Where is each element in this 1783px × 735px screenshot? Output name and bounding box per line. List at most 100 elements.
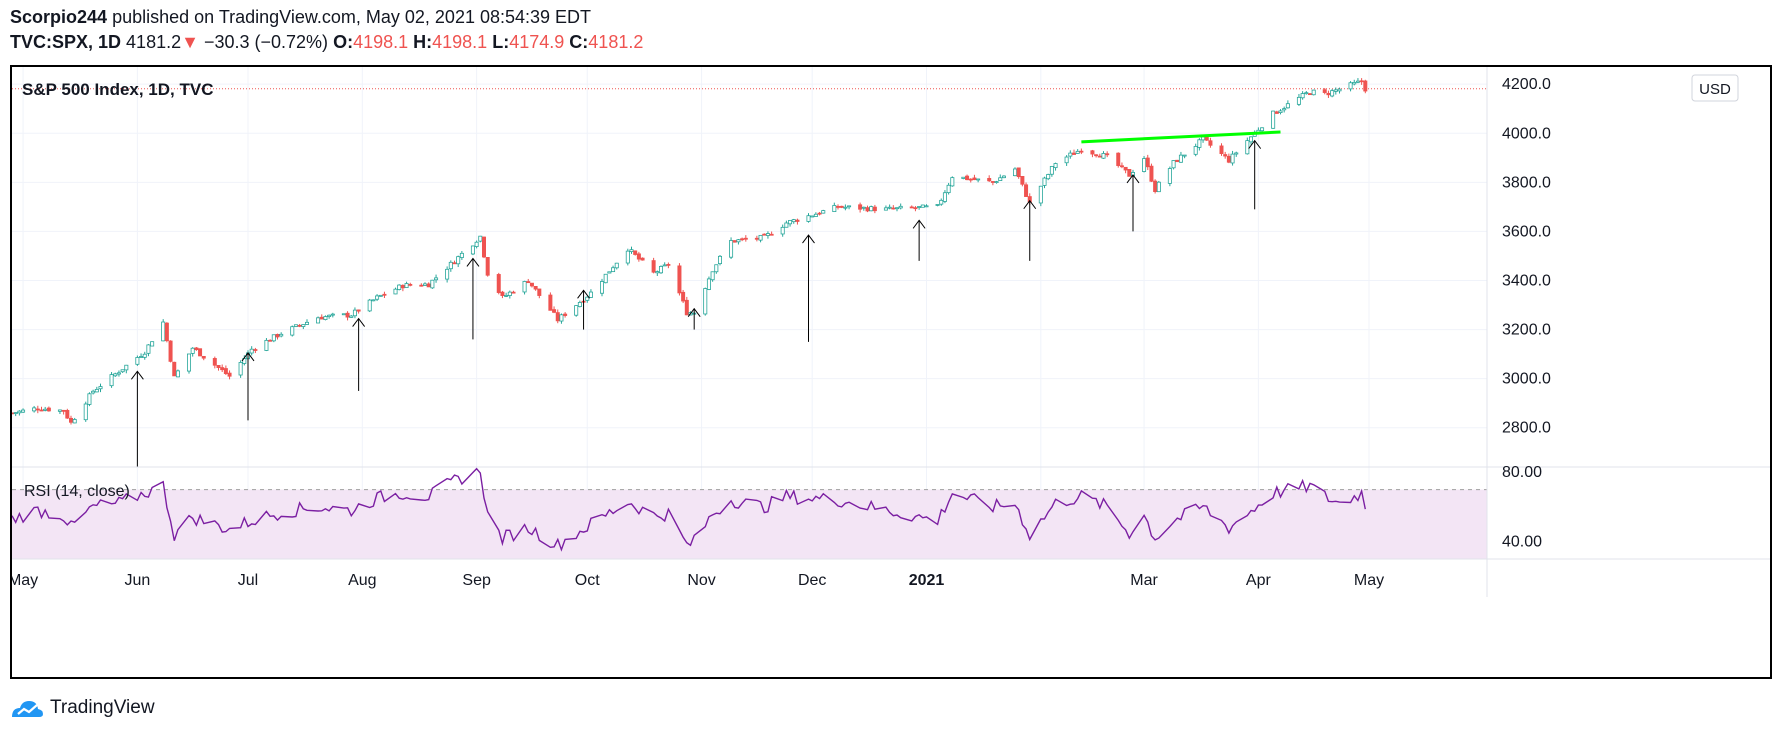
candle-body: [762, 233, 767, 236]
author-name[interactable]: Scorpio244: [10, 7, 108, 27]
candle-body: [1064, 156, 1069, 164]
candle-body: [1046, 174, 1051, 180]
green-trendline: [1081, 130, 1281, 144]
candle-body: [352, 309, 357, 317]
candle-body: [426, 283, 431, 288]
close-label: C:: [569, 32, 589, 52]
candle-body: [961, 176, 966, 179]
candle-body: [46, 407, 51, 412]
candle-body: [319, 316, 324, 320]
grid-lines: [12, 67, 1487, 559]
candle-body: [758, 234, 763, 241]
candle-body: [504, 295, 509, 297]
candle-body: [588, 291, 593, 298]
chart-svg[interactable]: May Jun Jul Aug Sep Oct Nov Dec 2021 Mar Apr May 280…: [12, 67, 1770, 677]
arrow-head: [1248, 139, 1262, 149]
x-tick-label: 2021: [909, 572, 945, 589]
candle-body: [408, 283, 413, 286]
candle-body: [946, 184, 951, 194]
candle-body: [271, 334, 276, 342]
candle-body: [1337, 88, 1342, 92]
axes: May Jun Jul Aug Sep Oct Nov Dec 2021 Mar Apr May 280…: [12, 67, 1770, 597]
candle-body: [201, 355, 206, 359]
candle-body: [327, 314, 332, 317]
candle-body: [1042, 177, 1047, 186]
candle-body: [887, 206, 892, 209]
candle-body: [1072, 152, 1077, 155]
candle-body: [858, 204, 863, 210]
candle-body: [1234, 152, 1239, 155]
candle-body: [990, 181, 995, 183]
candle-body: [316, 317, 321, 324]
candle-body: [821, 210, 826, 214]
currency-button[interactable]: USD: [1691, 74, 1739, 102]
candle-body: [1142, 158, 1147, 172]
candle-body: [1226, 155, 1231, 163]
arrow-head: [912, 219, 926, 229]
candle-body: [533, 285, 538, 290]
open-value: 4198.1: [353, 32, 409, 52]
candle-body: [290, 326, 295, 336]
rsi-band: [12, 489, 1487, 559]
candle-body: [1330, 90, 1335, 97]
candle-body: [194, 347, 199, 351]
candle-body: [784, 222, 789, 228]
candle-body: [625, 250, 630, 264]
candle-body: [1116, 152, 1121, 166]
candle-body: [703, 288, 708, 315]
candle-body: [301, 324, 306, 327]
candle-body: [972, 177, 977, 181]
candle-body: [1274, 111, 1279, 114]
candle-body: [861, 206, 866, 209]
y-tick-label: 3600.0: [1502, 223, 1551, 240]
candle-body: [1359, 80, 1364, 83]
y-tick-label: 3000.0: [1502, 371, 1551, 388]
candle-body: [1038, 185, 1043, 204]
x-tick-label: Jul: [238, 572, 258, 589]
publish-text: published on TradingView.com, May 02, 20…: [112, 7, 592, 27]
candle-body: [909, 206, 914, 209]
candle-body: [91, 390, 96, 394]
candle-body: [124, 364, 129, 371]
y-tick-label: 4200.0: [1502, 76, 1551, 93]
x-tick-label: Aug: [348, 572, 376, 589]
candle-body: [998, 177, 1003, 181]
candle-body: [1171, 160, 1176, 169]
brand-name: TradingView: [50, 697, 155, 718]
candle-body: [847, 205, 852, 208]
candle-body: [220, 367, 225, 371]
candle-body: [470, 245, 475, 255]
candle-body: [113, 373, 118, 377]
candle-body: [419, 284, 424, 287]
candle-body: [651, 260, 656, 273]
candle-body: [522, 281, 527, 293]
candle-body: [1348, 82, 1353, 90]
candle-body: [942, 192, 947, 202]
tradingview-brand[interactable]: TradingView: [10, 694, 155, 722]
candle-body: [1230, 153, 1235, 164]
candle-body: [769, 233, 774, 236]
candle-body: [135, 357, 140, 365]
candle-body: [600, 281, 605, 294]
arrow-head: [1126, 174, 1140, 184]
y-tick-label: 3800.0: [1502, 174, 1551, 191]
candle-body: [371, 299, 376, 302]
candle-body: [729, 240, 734, 258]
candle-body: [1097, 155, 1102, 158]
candle-body: [806, 215, 811, 222]
candle-body: [297, 324, 302, 327]
arrow-head: [241, 352, 255, 362]
candle-body: [736, 239, 741, 243]
candle-body: [349, 315, 354, 318]
candle-body: [1197, 139, 1202, 148]
candle-body: [1308, 93, 1313, 96]
candle-body: [216, 365, 221, 368]
candle-body: [168, 340, 173, 362]
candle-body: [1119, 165, 1124, 168]
candle-body: [1178, 154, 1183, 163]
candle-body: [684, 299, 689, 316]
arrow-head: [466, 257, 480, 267]
candle-body: [422, 283, 427, 286]
candle-body: [1208, 140, 1213, 146]
candle-body: [1219, 145, 1224, 154]
